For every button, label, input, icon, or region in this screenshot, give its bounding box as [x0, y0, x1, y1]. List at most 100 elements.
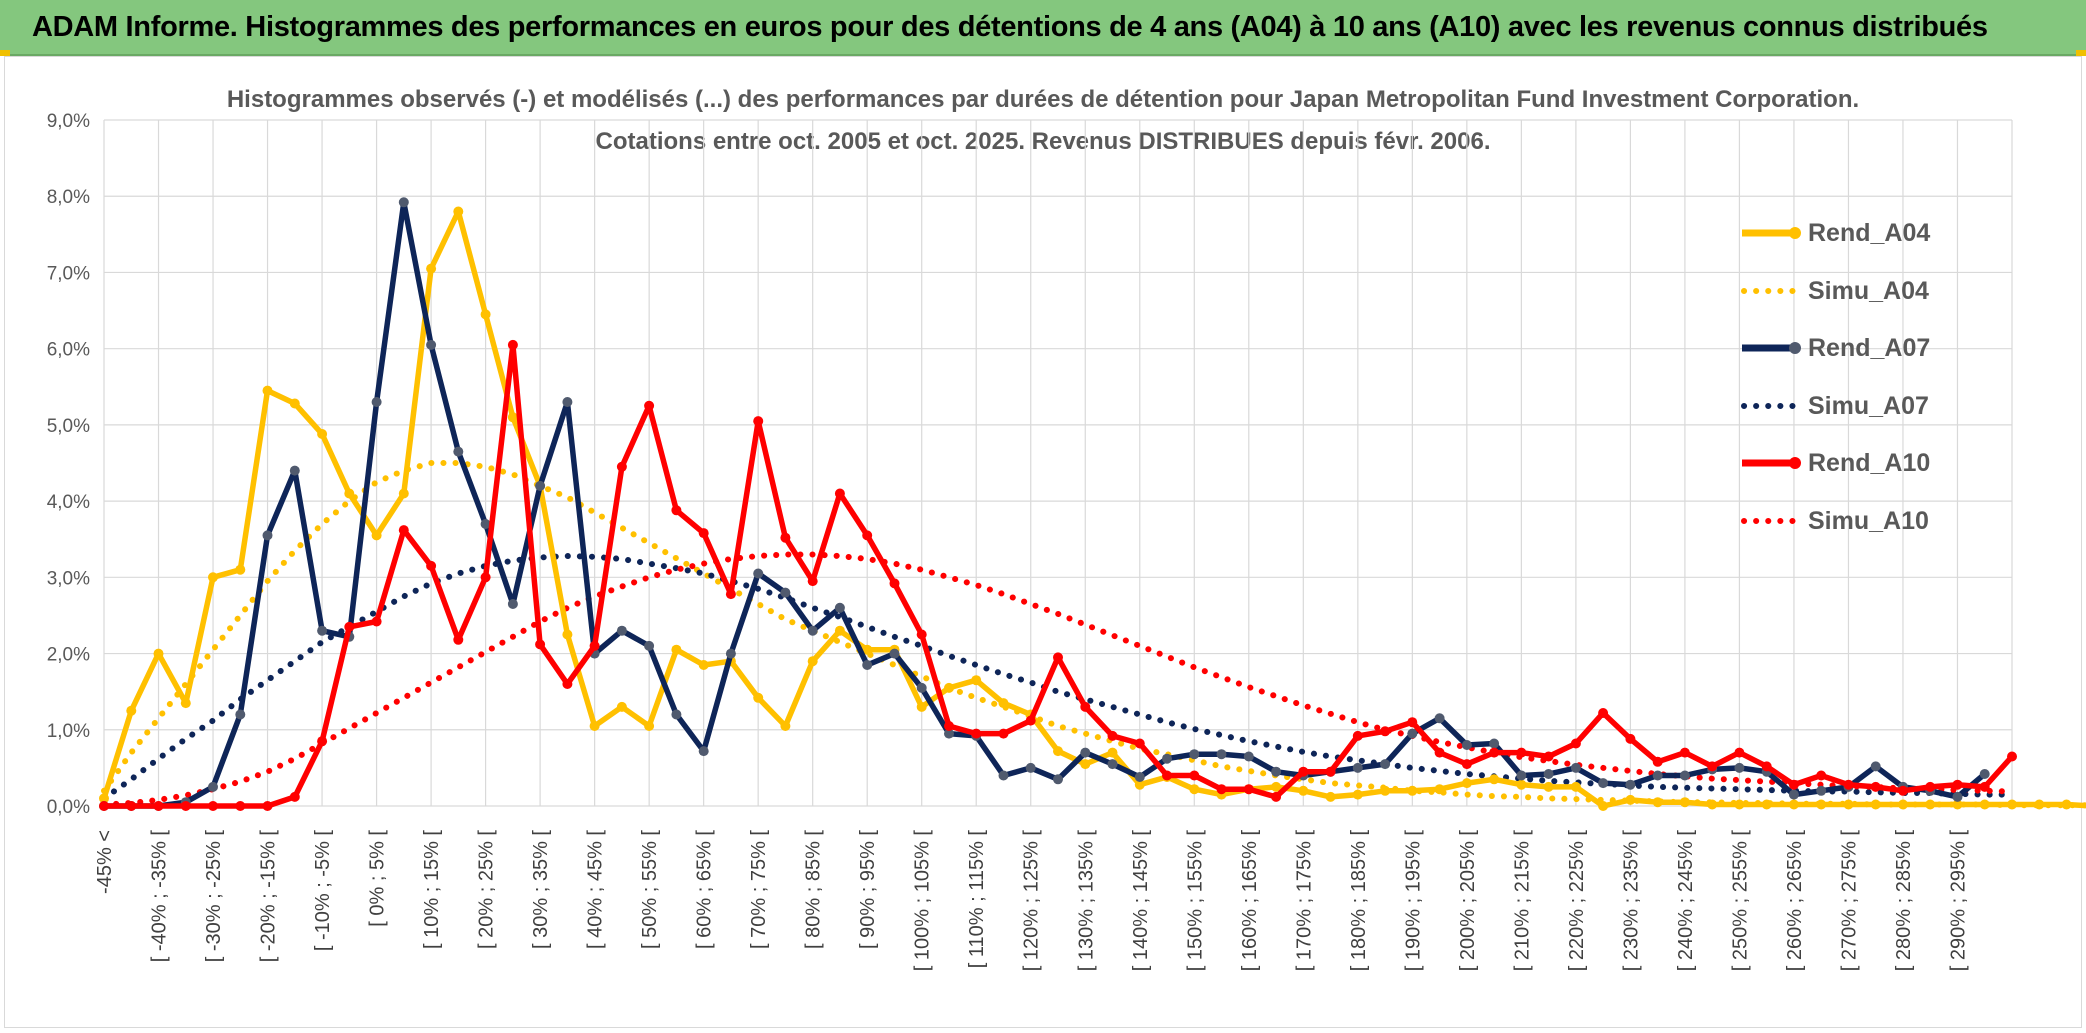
data-point-rend-a07	[371, 397, 382, 407]
x-tick-label: [ 280% ; 285% [	[1893, 830, 1915, 972]
legend-item-simu-a10: Simu_A10	[1738, 496, 1948, 554]
x-tick-label: [ 70% ; 75% [	[748, 830, 770, 949]
chart-title-line-2: Cotations entre oct. 2005 et oct. 2025. …	[595, 128, 1491, 155]
data-point-rend-a04	[1189, 784, 1200, 795]
x-tick-label: [ 250% ; 255% [	[1729, 830, 1751, 972]
data-point-rend-a10	[1516, 747, 1527, 758]
data-point-rend-a04	[807, 656, 818, 667]
data-point-rend-a04	[1298, 785, 1309, 796]
data-point-rend-a10	[535, 639, 546, 650]
x-tick-label: [ 80% ; 85% [	[803, 830, 825, 949]
data-point-rend-a07	[616, 625, 627, 636]
data-point-rend-a10	[780, 532, 791, 543]
data-point-rend-a04	[453, 206, 464, 217]
data-point-rend-a04	[1707, 799, 1718, 810]
x-tick-label: [ 180% ; 185% [	[1348, 830, 1370, 972]
data-point-rend-a10	[1025, 715, 1036, 726]
data-point-rend-a10	[1407, 717, 1418, 728]
data-point-rend-a10	[1434, 747, 1445, 758]
data-point-rend-a07	[1788, 789, 1799, 800]
data-point-rend-a10	[916, 629, 927, 640]
legend-item-simu-a07: Simu_A07	[1738, 381, 1948, 439]
data-point-rend-a10	[426, 560, 437, 571]
chart-legend: Rend_A04 Simu_A04 Rend_A07 Simu_A07 Rend…	[1738, 208, 1948, 553]
legend-label: Simu_A07	[1808, 391, 1929, 420]
data-point-rend-a10	[126, 801, 137, 811]
report-title: ADAM Informe. Histogrammes des performan…	[32, 11, 1988, 43]
data-point-rend-a04	[1325, 791, 1336, 802]
data-point-rend-a04	[1516, 779, 1527, 790]
data-point-rend-a04	[426, 263, 437, 274]
legend-label: Simu_A04	[1808, 276, 1929, 305]
data-point-rend-a07	[1434, 713, 1445, 724]
data-point-rend-a10	[1080, 701, 1091, 712]
data-point-rend-a04	[2061, 799, 2072, 810]
data-point-rend-a04	[1979, 799, 1990, 810]
data-point-rend-a10	[1216, 784, 1227, 795]
data-point-rend-a04	[1489, 774, 1500, 785]
x-tick-label: [ -20% ; -15% [	[258, 830, 280, 963]
data-point-rend-a07	[1107, 759, 1118, 770]
data-point-rend-a10	[317, 736, 328, 747]
x-tick-label: [ -40% ; -35% [	[149, 830, 171, 963]
data-point-rend-a04	[862, 644, 873, 655]
data-point-rend-a04	[1898, 799, 1908, 810]
chart-grid	[103, 119, 2013, 807]
data-point-rend-a10	[698, 528, 709, 539]
data-point-rend-a07	[1816, 785, 1827, 796]
data-point-rend-a10	[1598, 708, 1609, 718]
y-tick-label: 2,0%	[47, 645, 90, 666]
data-point-rend-a07	[1271, 766, 1282, 777]
data-point-rend-a07	[1380, 759, 1391, 770]
data-point-rend-a10	[1843, 779, 1854, 790]
data-point-rend-a04	[998, 698, 1009, 709]
data-point-rend-a04	[1788, 799, 1799, 810]
data-point-rend-a07	[916, 682, 927, 693]
data-point-rend-a07	[1189, 749, 1200, 760]
x-tick-label: [ 150% ; 155% [	[1184, 830, 1206, 972]
y-tick-label: 0,0%	[47, 797, 90, 818]
data-point-rend-a04	[1407, 785, 1418, 796]
data-point-rend-a07	[262, 530, 273, 541]
data-point-rend-a07	[208, 781, 218, 792]
data-point-rend-a04	[834, 625, 845, 636]
data-point-rend-a10	[1816, 770, 1827, 781]
data-point-rend-a10	[1461, 759, 1472, 770]
data-point-rend-a10	[398, 525, 409, 536]
legend-item-rend-a04: Rend_A04	[1738, 208, 1948, 266]
data-point-rend-a04	[780, 721, 791, 731]
data-point-rend-a10	[971, 728, 982, 739]
data-point-rend-a10	[834, 488, 845, 499]
data-point-rend-a04	[2034, 799, 2045, 810]
data-point-rend-a07	[1162, 753, 1172, 764]
report-banner: ADAM Informe. Histogrammes des performan…	[0, 0, 2086, 56]
x-tick-label: [ -10% ; -5% [	[312, 830, 334, 952]
data-point-rend-a10	[1925, 781, 1936, 792]
data-point-rend-a07	[1243, 751, 1254, 762]
data-point-rend-a04	[753, 692, 764, 703]
chart-series	[99, 197, 2086, 811]
data-point-rend-a07	[1870, 761, 1881, 772]
data-point-rend-a07	[1952, 791, 1963, 802]
data-point-rend-a10	[753, 416, 764, 427]
x-tick-label: [ 60% ; 65% [	[694, 830, 716, 949]
x-tick-label: [ -30% ; -25% [	[203, 830, 225, 963]
data-point-rend-a04	[344, 488, 355, 499]
legend-swatch-rend-a10	[1742, 457, 1801, 469]
data-point-rend-a07	[998, 770, 1009, 781]
data-point-rend-a10	[944, 721, 954, 731]
x-tick-label: [ 0% ; 5% [	[367, 830, 389, 927]
x-tick-label: [ 20% ; 25% [	[476, 830, 498, 949]
data-point-rend-a07	[1352, 762, 1363, 773]
legend-label: Simu_A10	[1808, 506, 1929, 535]
data-point-rend-a07	[1543, 769, 1554, 779]
series-line-rend-a07	[104, 199, 1987, 809]
x-tick-label: [ 120% ; 125% [	[1021, 830, 1043, 972]
data-point-rend-a10	[1734, 747, 1745, 758]
data-point-rend-a10	[1979, 781, 1990, 792]
data-point-rend-a10	[2007, 751, 2017, 762]
data-point-rend-a07	[1489, 738, 1500, 749]
y-tick-label: 9,0%	[47, 111, 90, 132]
data-point-rend-a10	[153, 801, 164, 811]
data-point-rend-a04	[262, 385, 273, 396]
